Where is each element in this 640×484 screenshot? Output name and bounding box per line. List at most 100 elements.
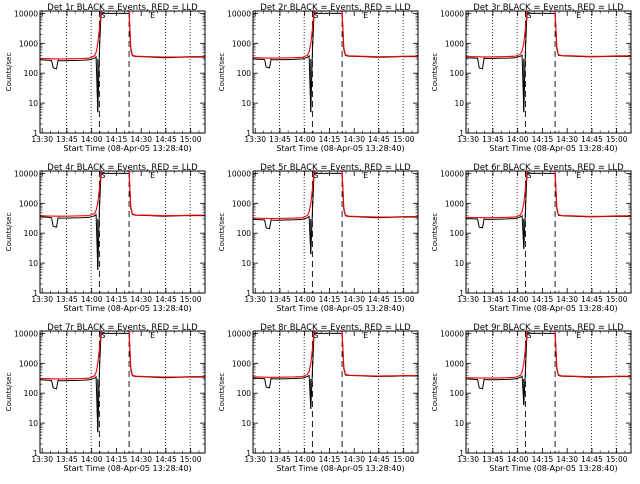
x-tick-label: 15:00 <box>180 295 202 304</box>
x-tick-label: 13:30 <box>244 295 266 304</box>
x-tick-label: 14:45 <box>155 135 177 144</box>
y-tick-label: 1000 <box>232 359 251 368</box>
x-tick-label: 14:45 <box>155 295 177 304</box>
y-tick-label: 10000 <box>440 9 464 18</box>
x-tick-label: 15:00 <box>393 455 415 464</box>
x-tick-label: 14:00 <box>81 135 103 144</box>
x-tick-label: 13:45 <box>56 455 78 464</box>
marker-s-label: S <box>100 331 105 340</box>
x-tick-label: 14:00 <box>507 295 529 304</box>
x-tick-label: 14:15 <box>319 295 341 304</box>
y-tick-label: 1 <box>459 129 464 138</box>
y-tick-label: 100 <box>237 389 252 398</box>
x-tick-label: 15:00 <box>180 135 202 144</box>
x-tick-label: 14:45 <box>581 295 603 304</box>
y-tick-label: 10 <box>241 99 251 108</box>
x-tick-label: 13:45 <box>482 295 504 304</box>
x-tick-label: 15:00 <box>606 135 628 144</box>
y-tick-label: 1 <box>459 449 464 458</box>
x-axis-label: Start Time (08-Apr-05 13:28:40) <box>489 144 617 153</box>
series-line-events <box>40 12 205 113</box>
y-tick-label: 1000 <box>19 359 38 368</box>
panel-data <box>40 331 205 433</box>
y-tick-label: 100 <box>237 69 252 78</box>
x-tick-label: 13:45 <box>269 455 291 464</box>
axes-frame <box>39 330 206 454</box>
y-tick-label: 100 <box>24 69 39 78</box>
x-tick-label: 14:30 <box>556 455 578 464</box>
x-axis-label: Start Time (08-Apr-05 13:28:40) <box>276 144 404 153</box>
axes-frame <box>252 170 419 294</box>
x-axis-label: Start Time (08-Apr-05 13:28:40) <box>276 304 404 313</box>
x-tick-label: 14:45 <box>368 455 390 464</box>
x-tick-label: 14:00 <box>81 455 103 464</box>
series-line-events <box>253 332 418 409</box>
x-tick-label: 14:30 <box>130 135 152 144</box>
marker-e-label: E <box>150 171 155 180</box>
y-tick-label: 1000 <box>445 199 464 208</box>
x-tick-label: 14:15 <box>319 135 341 144</box>
x-tick-label: 15:00 <box>606 295 628 304</box>
panel-title: Det 7r BLACK = Events, RED = LLD <box>47 323 198 333</box>
series-line-lld <box>466 171 631 219</box>
y-tick-label: 1 <box>33 449 38 458</box>
x-tick-label: 13:30 <box>244 455 266 464</box>
y-tick-label: 10000 <box>227 329 251 338</box>
y-tick-label: 10000 <box>14 169 38 178</box>
marker-s-label: S <box>100 11 105 20</box>
y-tick-label: 100 <box>450 389 465 398</box>
marker-s-label: S <box>313 11 318 20</box>
panel-title: Det 6r BLACK = Events, RED = LLD <box>473 163 624 173</box>
y-tick-label: 10000 <box>14 9 38 18</box>
x-tick-label: 13:45 <box>269 135 291 144</box>
x-tick-label: 14:15 <box>532 135 554 144</box>
series-line-events <box>40 172 205 270</box>
panel-title: Det 5r BLACK = Events, RED = LLD <box>260 163 411 173</box>
series-line-lld <box>253 11 418 59</box>
x-axis-label: Start Time (08-Apr-05 13:28:40) <box>276 464 404 473</box>
x-tick-label: 14:15 <box>319 455 341 464</box>
x-tick-label: 13:45 <box>482 135 504 144</box>
series-line-events <box>466 12 631 113</box>
y-axis-label: Counts/sec <box>218 373 226 412</box>
y-axis-label: Counts/sec <box>431 213 439 252</box>
y-tick-label: 10 <box>28 259 38 268</box>
marker-s-label: S <box>313 171 318 180</box>
x-tick-label: 14:30 <box>556 295 578 304</box>
y-tick-label: 1000 <box>232 39 251 48</box>
x-tick-label: 13:45 <box>56 295 78 304</box>
marker-s-label: S <box>100 171 105 180</box>
x-axis-label: Start Time (08-Apr-05 13:28:40) <box>489 464 617 473</box>
x-tick-label: 14:30 <box>343 135 365 144</box>
x-axis-label: Start Time (08-Apr-05 13:28:40) <box>63 304 191 313</box>
series-line-lld <box>40 331 205 380</box>
x-tick-label: 13:30 <box>457 135 479 144</box>
marker-e-label: E <box>150 331 155 340</box>
series-line-events <box>466 332 631 406</box>
x-tick-label: 14:30 <box>130 295 152 304</box>
axes-frame <box>465 170 632 294</box>
marker-e-label: E <box>576 171 581 180</box>
y-tick-label: 10 <box>454 99 464 108</box>
x-axis-label: Start Time (08-Apr-05 13:28:40) <box>489 304 617 313</box>
y-axis-label: Counts/sec <box>218 213 226 252</box>
x-tick-label: 14:45 <box>581 135 603 144</box>
y-tick-label: 1 <box>246 289 251 298</box>
axes-frame <box>252 10 419 134</box>
axes-frame <box>252 330 419 454</box>
marker-e-label: E <box>363 171 368 180</box>
y-tick-label: 10000 <box>227 9 251 18</box>
y-tick-label: 100 <box>24 229 39 238</box>
series-line-lld <box>466 331 631 379</box>
x-tick-label: 13:45 <box>269 295 291 304</box>
x-tick-label: 15:00 <box>393 135 415 144</box>
series-line-events <box>253 12 418 113</box>
y-axis-label: Counts/sec <box>5 373 13 412</box>
y-tick-label: 1 <box>459 289 464 298</box>
